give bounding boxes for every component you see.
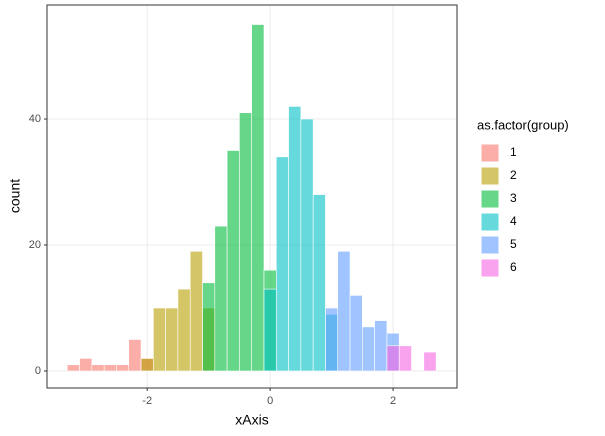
bar	[226, 150, 240, 372]
x-tick-label: -2	[142, 395, 152, 407]
legend-label: 4	[510, 214, 517, 228]
y-tick-label: 0	[35, 365, 41, 377]
bar	[239, 112, 252, 372]
bar	[66, 364, 80, 372]
bar	[153, 307, 166, 372]
legend-label: 6	[510, 260, 517, 274]
legend-key	[480, 143, 500, 163]
bar	[165, 307, 179, 372]
bar	[177, 288, 191, 372]
legend-label: 3	[510, 191, 517, 205]
bar	[398, 345, 412, 372]
legend-key	[480, 189, 500, 209]
bar	[337, 251, 351, 372]
bar	[300, 118, 314, 372]
bar	[423, 351, 437, 372]
x-tick-label: 2	[390, 395, 396, 407]
bar	[189, 251, 203, 372]
bar	[116, 364, 130, 372]
bar	[374, 320, 388, 372]
bar	[214, 225, 228, 372]
legend-label: 5	[510, 237, 517, 251]
panel-border	[46, 4, 458, 389]
bar	[263, 288, 277, 372]
bar	[79, 358, 93, 372]
legend-key	[480, 235, 500, 255]
legend-label: 1	[510, 145, 517, 159]
legend-title: as.factor(group)	[477, 117, 569, 132]
bar	[128, 339, 142, 372]
bar	[251, 24, 265, 372]
bar	[202, 282, 216, 372]
bar	[275, 156, 289, 372]
y-tick-label: 20	[29, 239, 41, 251]
y-axis-title: count	[7, 179, 23, 213]
bar	[349, 295, 363, 372]
bar	[103, 364, 117, 372]
x-axis-title: xAxis	[235, 412, 268, 428]
bar	[140, 358, 154, 372]
bar	[362, 326, 375, 372]
x-tick-label: 0	[267, 395, 273, 407]
bar	[312, 194, 326, 372]
bar	[386, 345, 400, 372]
legend-label: 2	[510, 168, 517, 182]
legend-key	[480, 258, 500, 278]
y-tick-label: 40	[29, 113, 41, 125]
bar	[91, 364, 105, 372]
legend-key	[480, 212, 500, 232]
bar	[288, 106, 302, 372]
legend-key	[480, 166, 500, 186]
bar	[325, 307, 339, 372]
